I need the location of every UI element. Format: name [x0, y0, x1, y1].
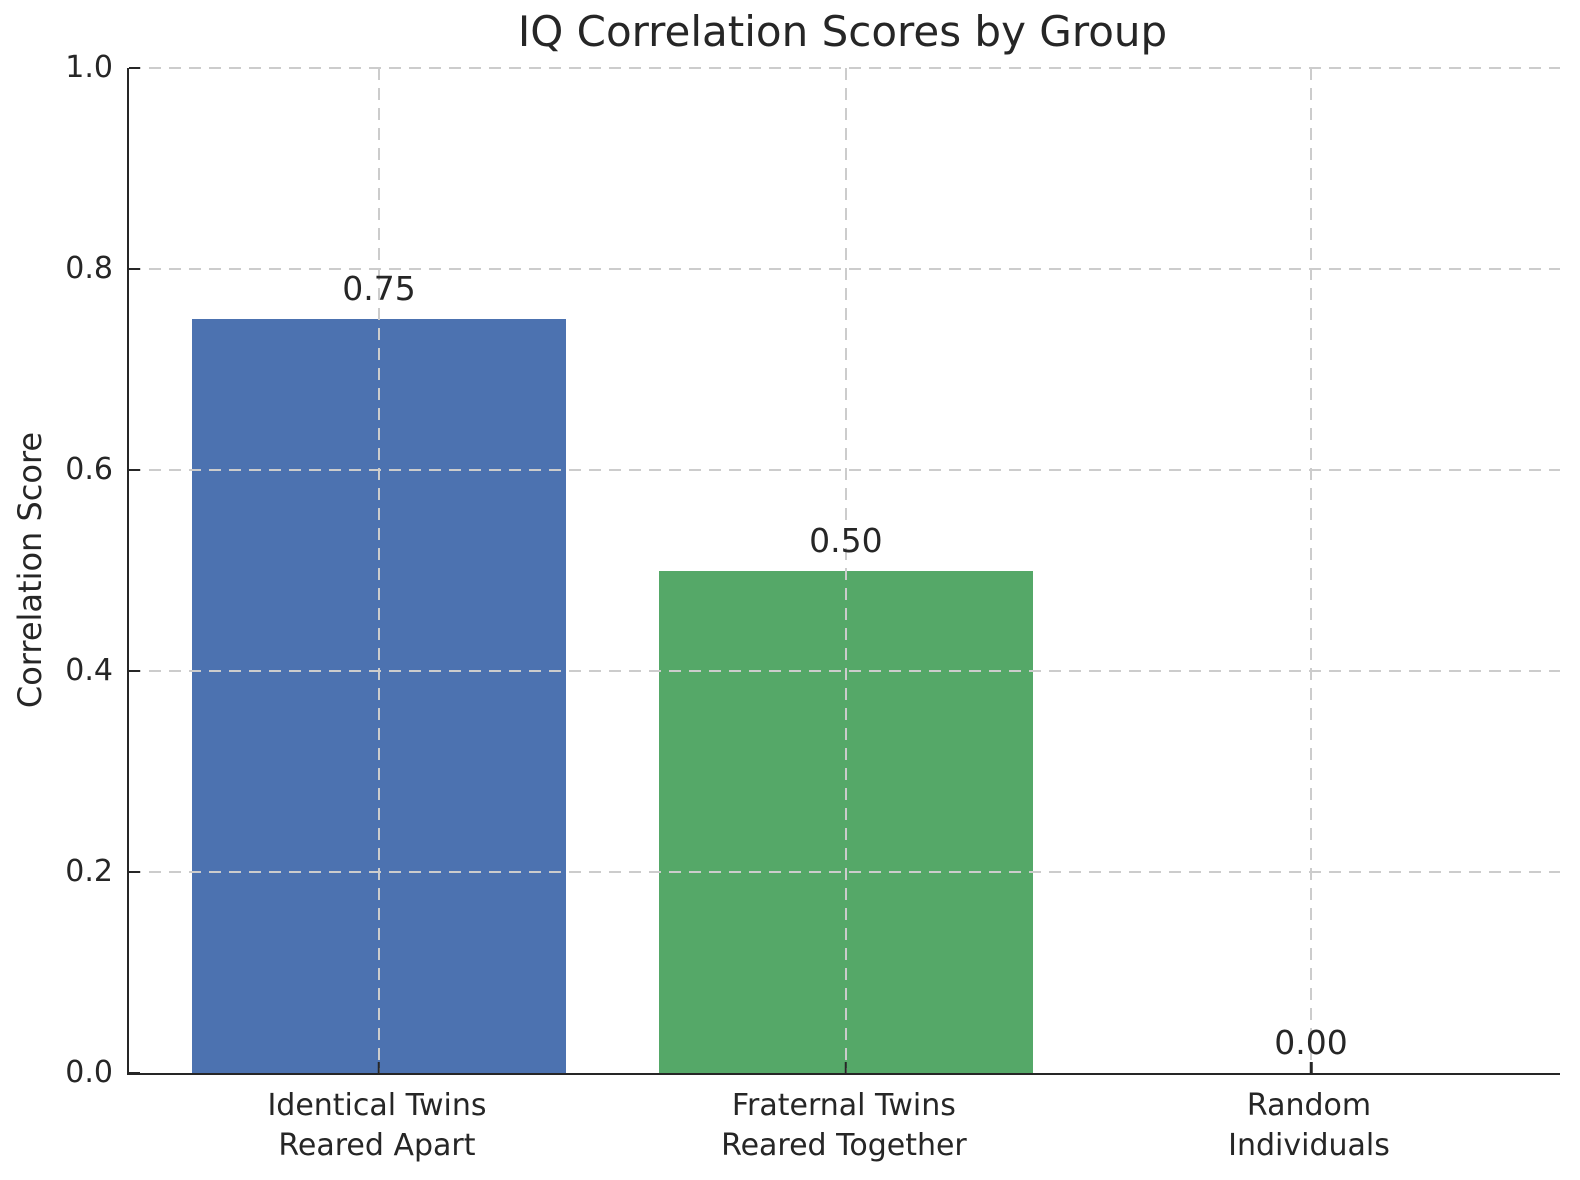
ytick-label-0.6: 0.6 — [65, 452, 113, 487]
chart-title: IQ Correlation Scores by Group — [517, 7, 1168, 56]
gridline-v-1 — [844, 68, 848, 1073]
gridline-h-0.6 — [129, 468, 1560, 472]
xtick-mark-1 — [844, 1062, 848, 1073]
y-axis-tick-labels: 0.0 0.2 0.4 0.6 0.8 1.0 — [0, 53, 113, 1088]
gridline-h-0.8 — [129, 267, 1560, 271]
ytick-label-0.0: 0.0 — [65, 1055, 113, 1090]
ytick-mark-0.8 — [129, 267, 140, 271]
gridline-v-2 — [1309, 68, 1313, 1073]
ytick-label-0.8: 0.8 — [65, 251, 113, 286]
ytick-label-0.2: 0.2 — [65, 854, 113, 889]
ytick-mark-0.2 — [129, 870, 140, 874]
xtick-label-0: Identical Twins Reared Apart — [267, 1088, 487, 1163]
ytick-mark-0.4 — [129, 669, 140, 673]
ytick-mark-0.0 — [129, 1071, 140, 1075]
bar-value-label-2: 0.00 — [1274, 1023, 1348, 1062]
ytick-mark-1.0 — [129, 66, 140, 70]
ytick-mark-0.6 — [129, 468, 140, 472]
ytick-label-1.0: 1.0 — [65, 50, 113, 85]
gridline-h-1.0 — [129, 66, 1560, 70]
xtick-mark-0 — [377, 1062, 381, 1073]
plot-area: 0.75 0.50 0.00 — [127, 66, 1560, 1075]
x-axis-tick-labels: Identical Twins Reared Apart Fraternal Tw… — [127, 1086, 1558, 1176]
xtick-label-2: Random Individuals — [1228, 1088, 1390, 1163]
xtick-label-1: Fraternal Twins Reared Together — [721, 1088, 967, 1163]
bar-value-label-1: 0.50 — [809, 520, 883, 560]
xtick-mark-2 — [1309, 1062, 1313, 1073]
ytick-label-0.4: 0.4 — [65, 653, 113, 688]
gridline-h-0.4 — [129, 669, 1560, 673]
bar-value-label-0: 0.75 — [342, 269, 416, 309]
gridline-h-0.2 — [129, 870, 1560, 874]
gridline-v-0 — [377, 68, 381, 1073]
